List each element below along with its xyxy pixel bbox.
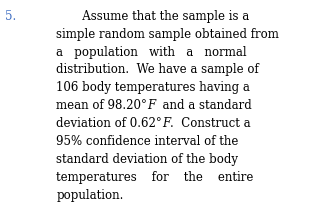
Text: simple random sample obtained from: simple random sample obtained from bbox=[56, 28, 279, 41]
Text: mean of 98.20°: mean of 98.20° bbox=[56, 99, 147, 112]
Text: standard deviation of the body: standard deviation of the body bbox=[56, 153, 238, 166]
Text: Assume that the sample is a: Assume that the sample is a bbox=[56, 10, 249, 23]
Text: F: F bbox=[147, 99, 155, 112]
Text: temperatures    for    the    entire: temperatures for the entire bbox=[56, 171, 254, 184]
Text: deviation of 0.62°: deviation of 0.62° bbox=[56, 117, 162, 130]
Text: .  Construct a: . Construct a bbox=[170, 117, 251, 130]
Text: 106 body temperatures having a: 106 body temperatures having a bbox=[56, 81, 250, 94]
Text: 95% confidence interval of the: 95% confidence interval of the bbox=[56, 135, 239, 148]
Text: distribution.  We have a sample of: distribution. We have a sample of bbox=[56, 63, 259, 77]
Text: 5.: 5. bbox=[5, 10, 16, 23]
Text: and a standard: and a standard bbox=[155, 99, 252, 112]
Text: a   population   with   a   normal: a population with a normal bbox=[56, 46, 247, 59]
Text: population.: population. bbox=[56, 189, 124, 202]
Text: F: F bbox=[162, 117, 170, 130]
